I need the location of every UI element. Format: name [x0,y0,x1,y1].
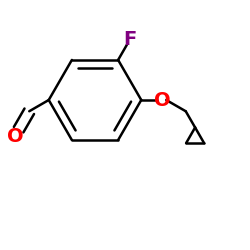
Text: F: F [124,30,136,49]
Text: O: O [154,90,171,110]
Text: O: O [6,127,23,146]
